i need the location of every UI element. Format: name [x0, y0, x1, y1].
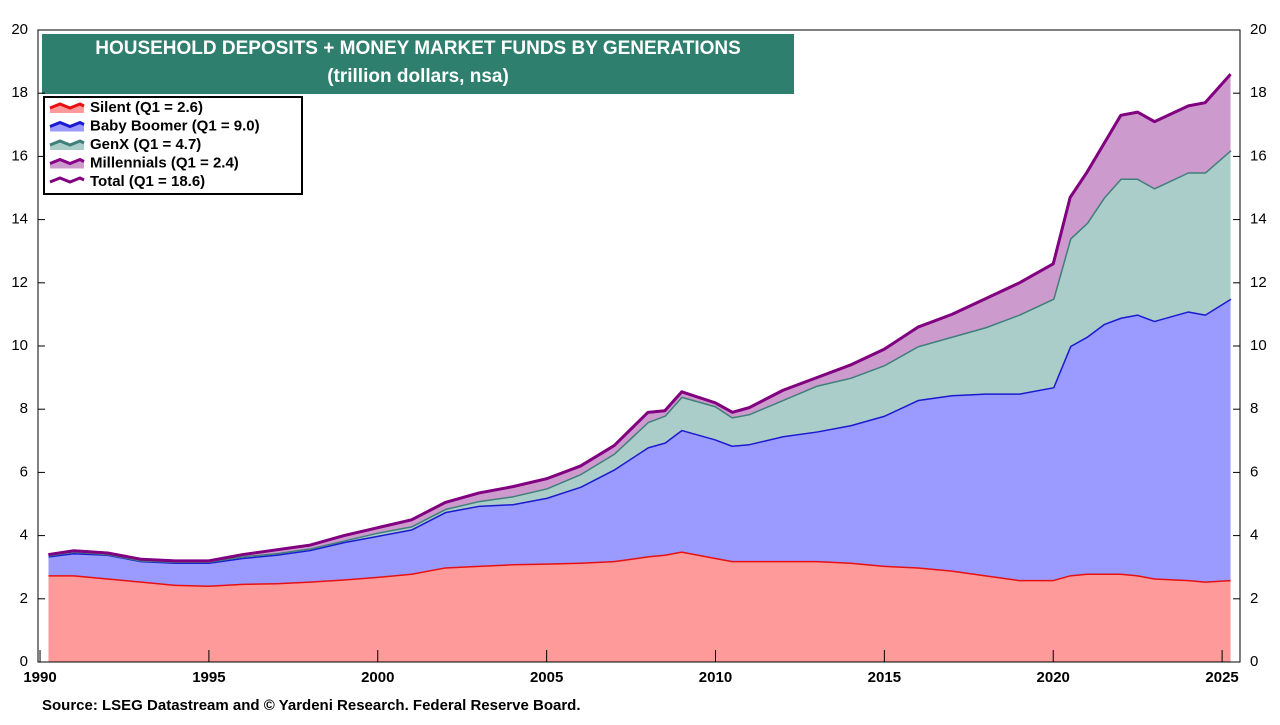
x-tick-label: 1995: [192, 669, 225, 686]
area: [48, 551, 1231, 662]
y2-tick-label: 16: [1250, 147, 1267, 164]
legend-line: [49, 120, 85, 129]
x-tick-label: 2015: [868, 669, 901, 686]
y-tick-label: 6: [20, 463, 28, 480]
y-tick-label: 16: [11, 147, 28, 164]
legend-label: GenX (Q1 = 4.7): [90, 136, 201, 153]
legend-line: [49, 139, 85, 147]
total-line: [48, 73, 1232, 563]
x-tick-label: 2020: [1037, 669, 1070, 686]
legend-label: Millennials (Q1 = 2.4): [90, 154, 239, 171]
y-tick-label: 8: [20, 400, 28, 417]
chart-subtitle: (trillion dollars, nsa): [327, 66, 509, 87]
y-tick-label: 2: [20, 590, 28, 607]
y2-tick-label: 2: [1250, 590, 1258, 607]
y-tick-label: 14: [11, 211, 28, 228]
y2-tick-label: 0: [1250, 653, 1258, 670]
x-tick-label: 2025: [1205, 669, 1238, 686]
y2-tick-label: 14: [1250, 211, 1267, 228]
y2-tick-label: 12: [1250, 274, 1267, 291]
y2-tick-label: 20: [1250, 21, 1267, 38]
legend-box: [43, 96, 303, 195]
y-tick-label: 4: [20, 527, 28, 544]
legend-line: [49, 102, 85, 110]
source: Source: LSEG Datastream and © Yardeni Re…: [42, 697, 581, 714]
y2-tick-label: 8: [1250, 400, 1258, 417]
y2-tick-label: 6: [1250, 463, 1258, 480]
legend-label: Total (Q1 = 18.6): [90, 173, 205, 190]
y-tick-label: 0: [20, 653, 28, 670]
area: [48, 298, 1231, 586]
legend: Silent (Q1 = 2.6)Baby Boomer (Q1 = 9.0) G…: [43, 96, 303, 195]
title-box: [42, 34, 794, 94]
legend-label: Baby Boomer (Q1 = 9.0): [90, 117, 260, 134]
chart-title: HOUSEHOLD DEPOSITS + MONEY MARKET FUNDS …: [95, 38, 741, 59]
y-tick-label: 12: [11, 274, 28, 291]
y2-tick-label: 18: [1250, 84, 1267, 101]
x-tick-label: 2010: [699, 669, 732, 686]
y-tick-label: 18: [11, 84, 28, 101]
y2-tick-label: 10: [1250, 337, 1267, 354]
area: [48, 150, 1231, 563]
x-tick-label: 2000: [361, 669, 394, 686]
y2-tick-label: 4: [1250, 527, 1258, 544]
y-tick-label: 10: [11, 337, 28, 354]
legend-line: [49, 176, 85, 184]
y-tick-label: 20: [11, 21, 28, 38]
x-tick-label: 1990: [23, 669, 56, 686]
legend-label: Silent (Q1 = 2.6): [90, 99, 203, 116]
legend-line: [49, 157, 85, 166]
x-tick-label: 2005: [530, 669, 563, 686]
area: [48, 74, 1231, 562]
plot-area: [48, 73, 1232, 662]
